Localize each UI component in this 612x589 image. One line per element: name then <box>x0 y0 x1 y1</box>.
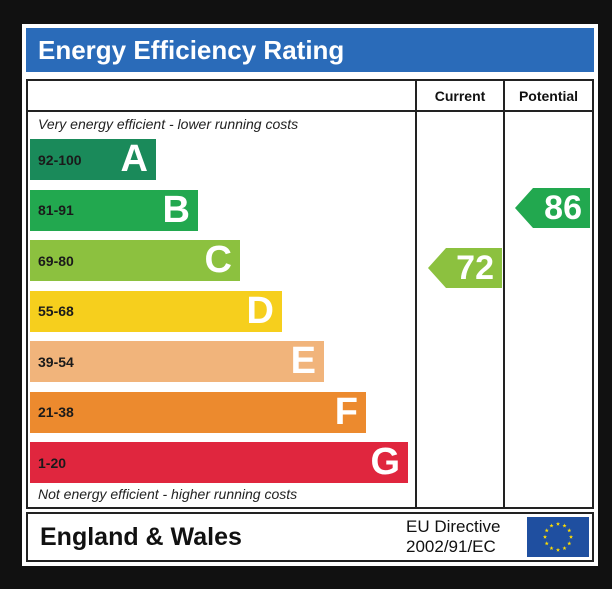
footer: England & Wales EU Directive 2002/91/EC <box>26 512 594 562</box>
footer-region-label: England & Wales <box>40 523 242 551</box>
caption-efficient: Very energy efficient - lower running co… <box>38 116 299 132</box>
band-d: 55-68 D <box>30 289 282 332</box>
epc-chart: Energy Efficiency Rating Current Potenti… <box>22 24 598 566</box>
header-divider <box>28 110 592 112</box>
band-range-label: 92-100 <box>38 151 82 168</box>
eu-star-icon <box>549 546 554 551</box>
column-divider-potential <box>503 81 505 507</box>
eu-star-icon <box>567 528 572 533</box>
directive-line-2: 2002/91/EC <box>406 537 496 556</box>
band-range-label: 21-38 <box>38 404 74 420</box>
potential-rating-arrow: 86 <box>515 188 590 228</box>
band-letter-label: D <box>246 289 274 332</box>
band-letter-label: C <box>204 239 232 281</box>
band-c: 69-80 C <box>30 240 240 281</box>
eu-star-icon <box>549 523 554 528</box>
eu-star-icon <box>567 541 572 546</box>
band-a: 92-100 A <box>30 139 156 180</box>
band-letter-label: A <box>120 138 148 180</box>
eu-star-icon <box>562 546 567 551</box>
band-range-label: 69-80 <box>38 252 74 269</box>
band-b: 81-91 B <box>30 188 198 231</box>
band-letter-label: F <box>334 390 358 433</box>
band-g: 1-20 G <box>30 442 408 483</box>
directive-line-1: EU Directive <box>406 517 501 536</box>
eu-star-icon <box>562 523 567 528</box>
rating-table: Current Potential Very energy efficient … <box>26 79 594 509</box>
band-letter-label: G <box>370 441 400 483</box>
current-rating-arrow: 72 <box>428 248 502 288</box>
chart-title: Energy Efficiency Rating <box>26 28 594 72</box>
column-header-potential: Potential <box>518 88 579 104</box>
footer-directive: EU Directive 2002/91/EC <box>406 517 500 557</box>
column-divider-current <box>415 81 417 507</box>
eu-star-icon <box>568 534 574 539</box>
eu-flag-icon <box>527 517 589 557</box>
eu-star-icon <box>542 534 548 539</box>
column-header-current: Current <box>434 88 486 104</box>
eu-star-icon <box>555 521 561 526</box>
band-range-label: 39-54 <box>38 353 74 370</box>
band-e: 39-54 E <box>30 341 324 382</box>
band-range-label: 55-68 <box>38 303 74 319</box>
caption-inefficient: Not energy efficient - higher running co… <box>38 486 298 502</box>
band-letter-label: B <box>162 188 190 231</box>
eu-star-icon <box>544 541 549 546</box>
band-letter-label: E <box>290 340 316 382</box>
band-range-label: 1-20 <box>38 454 67 471</box>
eu-star-icon <box>555 547 561 552</box>
band-f: 21-38 F <box>30 390 366 433</box>
band-range-label: 81-91 <box>38 202 74 218</box>
eu-star-icon <box>544 528 549 533</box>
